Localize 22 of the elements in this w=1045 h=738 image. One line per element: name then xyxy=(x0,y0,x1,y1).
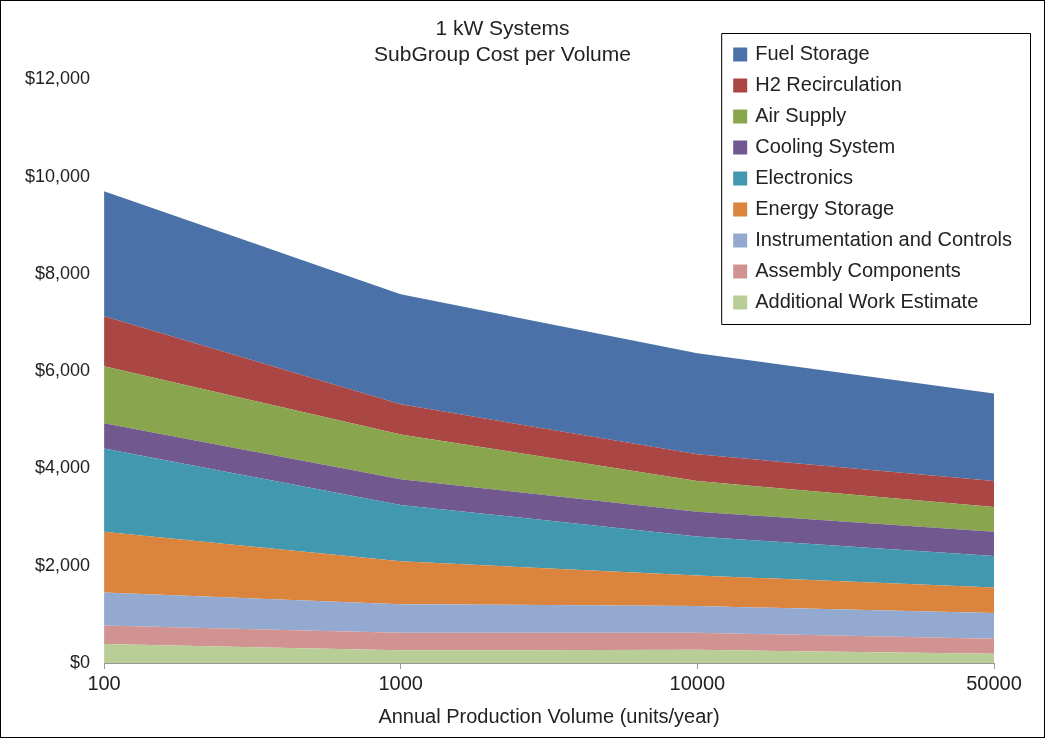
x-tick-label: 1000 xyxy=(378,671,423,694)
legend-label: Additional Work Estimate xyxy=(755,290,979,313)
legend-label: Electronics xyxy=(755,166,854,189)
legend-label: H2 Recirculation xyxy=(755,73,902,96)
legend-label: Instrumentation and Controls xyxy=(755,228,1013,251)
legend-label: Air Supply xyxy=(755,104,847,127)
legend-label: Assembly Components xyxy=(755,259,961,282)
legend-label: Fuel Storage xyxy=(755,42,870,65)
y-tick-label: $8,000 xyxy=(35,262,91,283)
chart-title: 1 kW Systems SubGroup Cost per Volume xyxy=(374,16,631,65)
y-tick-label: $4,000 xyxy=(35,457,91,478)
x-tick-label: 100 xyxy=(87,671,121,694)
x-tick-label: 10000 xyxy=(669,671,726,694)
y-tick-label: $10,000 xyxy=(24,165,91,186)
y-tick-label: $12,000 xyxy=(24,68,91,89)
y-tick-label: $0 xyxy=(70,651,91,672)
legend-label: Energy Storage xyxy=(755,197,895,220)
x-axis-title: Annual Production Volume (units/year) xyxy=(378,704,720,727)
legend-label: Cooling System xyxy=(755,135,896,158)
y-tick-label: $2,000 xyxy=(35,554,91,575)
x-tick-label: 50000 xyxy=(966,671,1022,694)
y-tick-label: $6,000 xyxy=(35,360,91,381)
